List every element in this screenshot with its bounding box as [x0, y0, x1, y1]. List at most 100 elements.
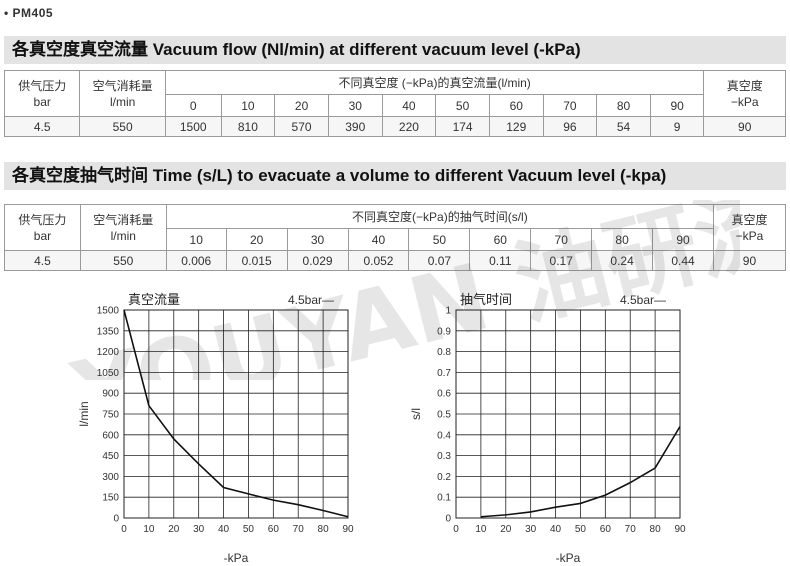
value-flow-1: 810 — [220, 116, 276, 137]
x-tick-label: 40 — [550, 524, 562, 535]
value-flow-2: 570 — [274, 116, 329, 137]
x-tick-label: 0 — [453, 524, 459, 535]
level-flow-9: 90 — [649, 94, 705, 117]
level-flow-6: 60 — [488, 94, 544, 117]
y-tick-label: 0 — [445, 514, 451, 525]
level-flow-2: 20 — [274, 94, 329, 117]
y-tick-label: 0.9 — [437, 326, 451, 337]
x-tick-label: 10 — [475, 524, 487, 535]
value-flow-9: 9 — [649, 116, 705, 137]
header-air-label: 空气消耗量 — [93, 212, 154, 227]
value-time-6: 0.17 — [530, 250, 593, 271]
header-group: 不同真空度(−kPa)的抽气时间(s/l) — [165, 204, 714, 229]
x-tick-label: 0 — [121, 524, 127, 535]
x-tick-label: 80 — [650, 524, 662, 535]
y-tick-label: 0.6 — [437, 389, 451, 400]
header-pressure-unit: bar — [33, 94, 51, 109]
value-time-2: 0.029 — [286, 250, 349, 271]
vacuum-flow-table: 供气压力 bar 空气消耗量 l/min 不同真空度 (−kPa)的真空流量(l… — [3, 70, 786, 137]
header-pressure: 供气压力 bar — [4, 204, 81, 251]
y-tick-label: 0.3 — [437, 451, 451, 462]
value-time-0: 0.006 — [165, 250, 227, 271]
x-tick-label: 90 — [674, 524, 686, 535]
vacuum-flow-chart: 0 10 20 30 40 50 60 70 80 90015030045060075090010… — [77, 293, 354, 565]
section1-title-en: Vacuum flow (Nl/min) at different vacuum… — [148, 40, 581, 59]
y-tick-label: 1 — [445, 306, 451, 317]
level-time-1: 20 — [225, 228, 288, 251]
x-tick-label: 60 — [600, 524, 612, 535]
header-vacuum-label: 真空度 — [731, 212, 768, 227]
value-flow-3: 390 — [327, 116, 383, 137]
x-tick-label: 30 — [193, 524, 205, 535]
y-tick-label: 1350 — [97, 326, 120, 337]
value-flow-6: 129 — [488, 116, 544, 137]
value-time-8: 0.44 — [652, 250, 714, 271]
cell-air: 550 — [79, 116, 166, 137]
y-tick-label: 0 — [113, 514, 119, 525]
level-flow-8: 80 — [596, 94, 651, 117]
value-time-7: 0.24 — [591, 250, 654, 271]
header-pressure-label: 供气压力 — [18, 212, 67, 227]
model-label: • PM405 — [4, 6, 54, 20]
y-tick-label: 600 — [102, 430, 119, 441]
cell-pressure: 4.5 — [3, 116, 81, 137]
chart-title: 真空流量 — [128, 293, 180, 308]
header-vacuum: 真空度 −kPa — [703, 70, 786, 117]
chart-legend: 4.5bar— — [288, 293, 334, 307]
cell-vacuum: 90 — [703, 116, 786, 137]
x-tick-label: 40 — [218, 524, 230, 535]
x-axis-label: -kPa — [556, 551, 581, 565]
level-time-4: 50 — [408, 228, 471, 251]
y-tick-label: 300 — [102, 472, 119, 483]
level-time-3: 40 — [347, 228, 410, 251]
header-vacuum: 真空度 −kPa — [712, 204, 787, 251]
y-tick-label: 0.2 — [437, 472, 451, 483]
header-vacuum-unit: −kPa — [730, 94, 759, 109]
header-vacuum-label: 真空度 — [726, 78, 763, 93]
evacuation-time-chart: 0 10 20 30 40 50 60 70 80 90 0 0.1 0.2 0.3 0.4 0.5 0.6 0.… — [409, 292, 686, 565]
section1-title-cn: 各真空度真空流量 — [12, 40, 148, 60]
level-time-5: 60 — [469, 228, 532, 251]
y-tick-label: 900 — [102, 389, 119, 400]
x-tick-label: 50 — [575, 524, 587, 535]
level-time-0: 10 — [165, 228, 227, 251]
x-tick-label: 50 — [243, 524, 255, 535]
x-tick-label: 60 — [268, 524, 280, 535]
y-tick-label: 0.8 — [437, 347, 451, 358]
x-tick-label: 80 — [318, 524, 330, 535]
header-air: 空气消耗量 l/min — [79, 70, 166, 117]
header-air-label: 空气消耗量 — [92, 78, 153, 93]
evacuation-time-table: 供气压力 bar 空气消耗量 l/min 不同真空度(−kPa)的抽气时间(s/… — [4, 204, 787, 271]
level-flow-1: 10 — [220, 94, 276, 117]
section1-title: 各真空度真空流量 Vacuum flow (Nl/min) at differe… — [4, 36, 786, 64]
cell-air: 550 — [79, 250, 167, 271]
value-time-1: 0.015 — [225, 250, 288, 271]
y-tick-label: 0.4 — [437, 430, 451, 441]
section2-title: 各真空度抽气时间 Time (s/L) to evacuate a volume… — [4, 162, 786, 190]
level-flow-5: 50 — [435, 94, 490, 117]
value-time-4: 0.07 — [408, 250, 471, 271]
level-time-6: 70 — [530, 228, 593, 251]
header-air: 空气消耗量 l/min — [79, 204, 167, 251]
header-pressure-label: 供气压力 — [18, 78, 67, 93]
chart-legend: 4.5bar— — [620, 293, 666, 307]
y-tick-label: 750 — [102, 410, 119, 421]
cell-vacuum: 90 — [712, 250, 787, 271]
header-group: 不同真空度 (−kPa)的真空流量(l/min) — [164, 70, 705, 95]
x-tick-label: 30 — [525, 524, 537, 535]
value-flow-7: 96 — [542, 116, 598, 137]
level-flow-7: 70 — [542, 94, 598, 117]
y-tick-label: 1200 — [97, 347, 120, 358]
header-vacuum-unit: −kPa — [735, 228, 764, 243]
x-tick-label: 70 — [625, 524, 637, 535]
y-tick-label: 0.1 — [437, 493, 451, 504]
series-line — [123, 309, 349, 518]
value-flow-0: 1500 — [164, 116, 222, 137]
y-tick-label: 150 — [102, 493, 119, 504]
section2-title-en: Time (s/L) to evacuate a volume to diffe… — [148, 166, 667, 185]
x-tick-label: 90 — [342, 524, 354, 535]
x-tick-label: 10 — [143, 524, 155, 535]
value-flow-5: 174 — [435, 116, 490, 137]
y-tick-label: 450 — [102, 451, 119, 462]
level-flow-4: 40 — [381, 94, 437, 117]
